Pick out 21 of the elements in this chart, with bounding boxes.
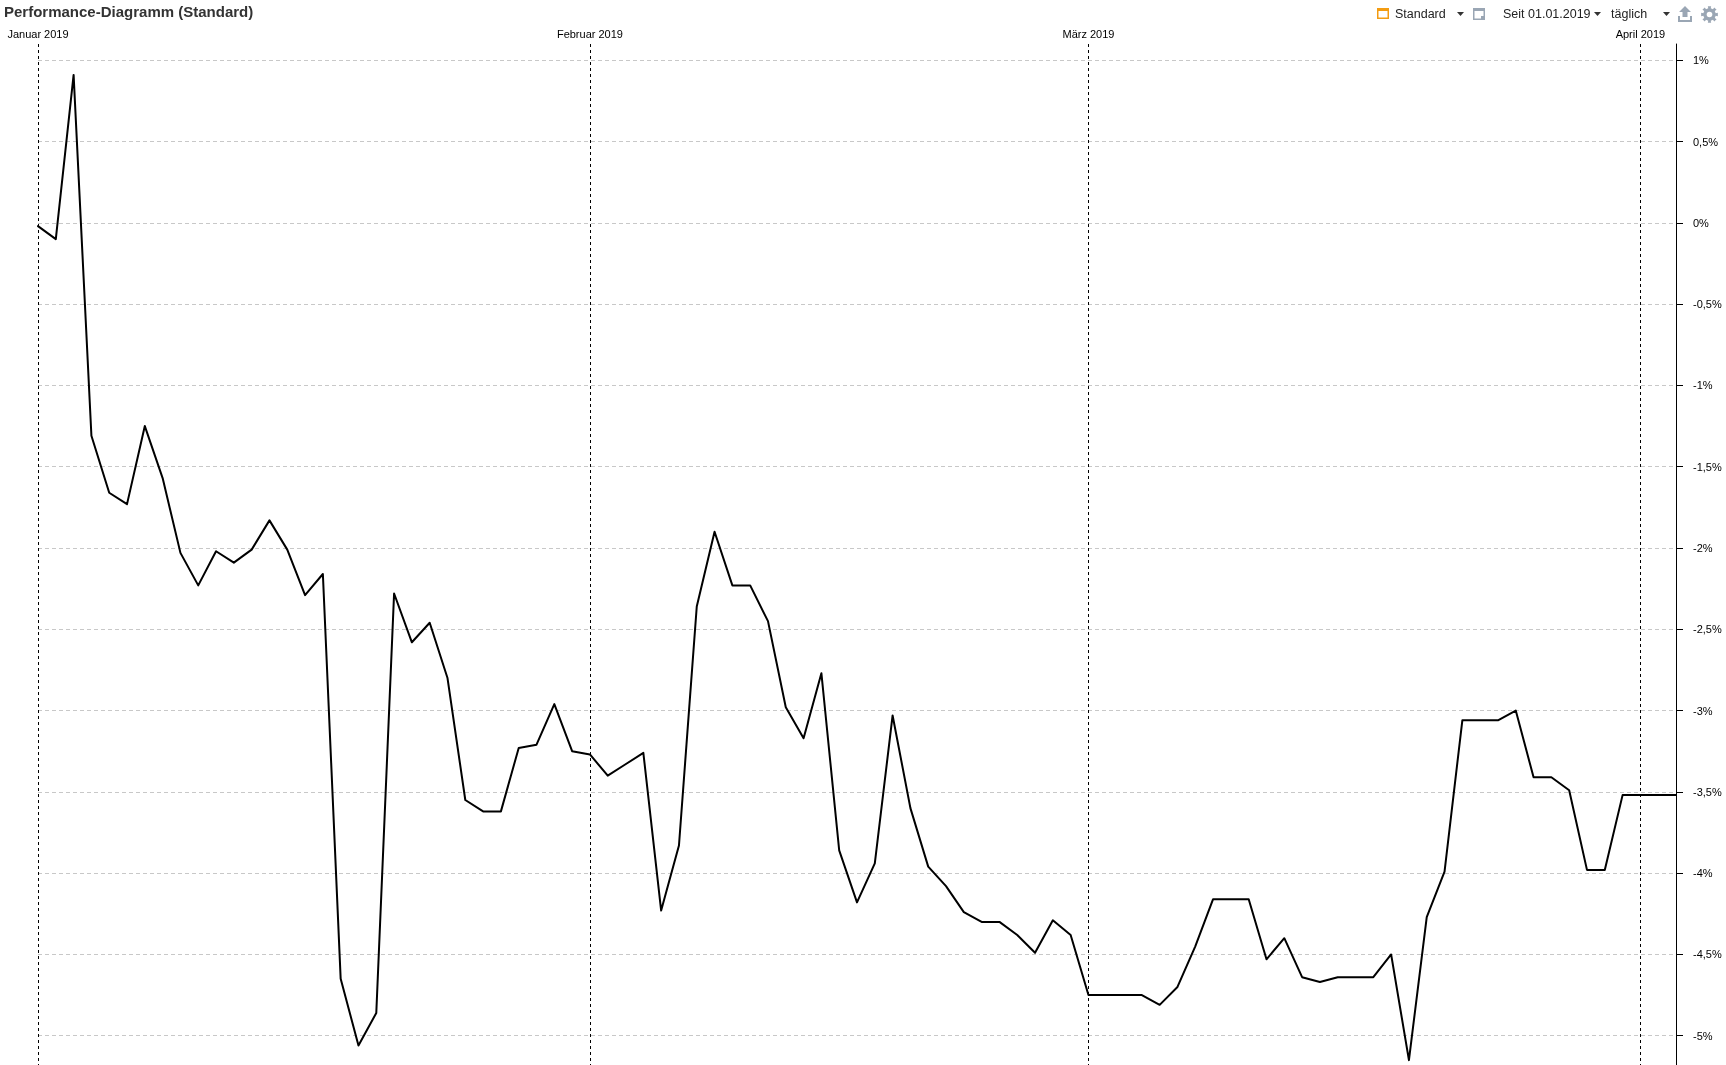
chart-title: Performance-Diagramm (Standard)	[4, 3, 254, 20]
y-tick-label: -3%	[1693, 704, 1713, 717]
y-tick-label: -1,5%	[1693, 460, 1722, 473]
x-tick-label: März 2019	[1062, 27, 1115, 40]
y-tick-label: -2,5%	[1693, 623, 1722, 636]
y-tick-label: -1%	[1693, 379, 1713, 392]
y-tick-label: -4%	[1693, 867, 1713, 880]
x-tick-label: April 2019	[1615, 27, 1666, 40]
y-tick-label: -3,5%	[1693, 785, 1722, 798]
text: täglich	[1611, 6, 1648, 22]
text: Standard	[1395, 6, 1446, 22]
text: Seit 01.01.2019	[1503, 6, 1591, 22]
y-tick-label: 1%	[1693, 54, 1710, 67]
y-tick-label: 0,5%	[1693, 135, 1719, 148]
y-tick-label: -2%	[1693, 542, 1713, 554]
y-tick-label: -0,5%	[1693, 298, 1722, 311]
x-tick-label: Februar 2019	[556, 27, 623, 40]
x-tick-label: Januar 2019	[7, 27, 69, 40]
y-tick-label: -5%	[1693, 1029, 1713, 1042]
y-tick-label: -4,5%	[1693, 948, 1722, 961]
y-tick-label: 0%	[1693, 216, 1710, 229]
